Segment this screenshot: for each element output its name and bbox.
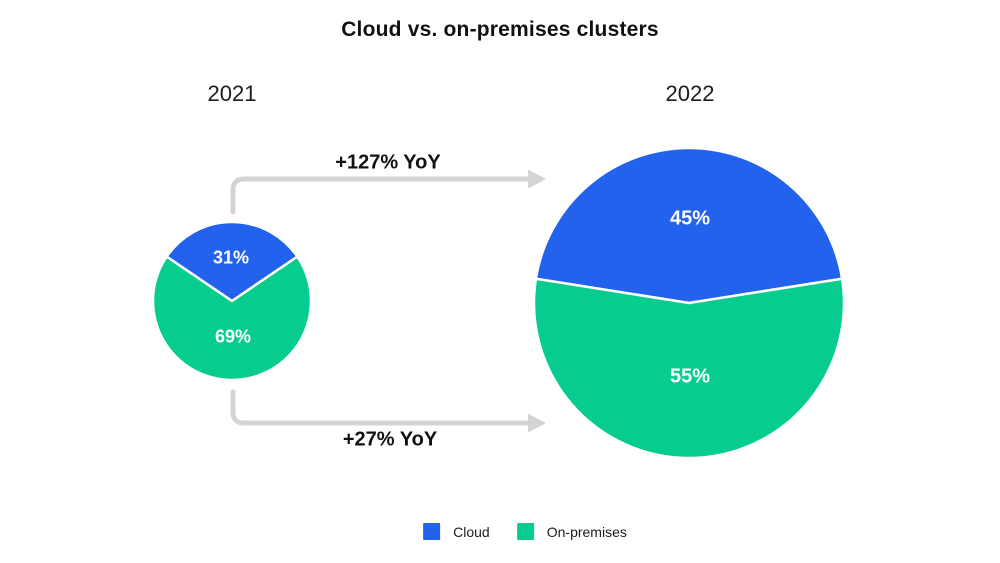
yoy-growth-label-on-premises: +27% YoY — [342, 428, 438, 451]
legend-item-cloud: Cloud — [423, 523, 490, 540]
pie-slice-cloud — [534, 146, 844, 305]
growth-arrow-top — [230, 169, 546, 215]
legend: Cloud On-premises — [423, 523, 627, 540]
pie-slice-on-premises — [151, 255, 313, 382]
legend-label-on-premises: On-premises — [546, 523, 627, 540]
legend-item-on-premises: On-premises — [516, 523, 627, 540]
legend-swatch-cloud-icon — [423, 523, 441, 540]
legend-label-cloud: Cloud — [453, 523, 490, 540]
growth-arrow-bottom — [230, 389, 546, 433]
slice-label-2021-cloud: 31% — [212, 247, 250, 268]
chart-title: Cloud vs. on-premises clusters — [341, 18, 659, 41]
yoy-growth-label-cloud: +127% YoY — [335, 151, 441, 174]
pie-chart-2022 — [532, 146, 846, 460]
year-label-2021: 2021 — [207, 81, 257, 106]
slice-label-2021-on-premises: 69% — [214, 326, 252, 347]
slice-label-2022-on-premises: 55% — [669, 365, 711, 388]
pie-chart-2021 — [151, 220, 313, 382]
pie-slice-cloud — [165, 220, 299, 303]
legend-swatch-on-premises-icon — [516, 523, 534, 540]
slice-label-2022-cloud: 45% — [669, 207, 711, 230]
year-label-2022: 2022 — [665, 81, 715, 106]
pie-slice-on-premises — [532, 277, 846, 460]
